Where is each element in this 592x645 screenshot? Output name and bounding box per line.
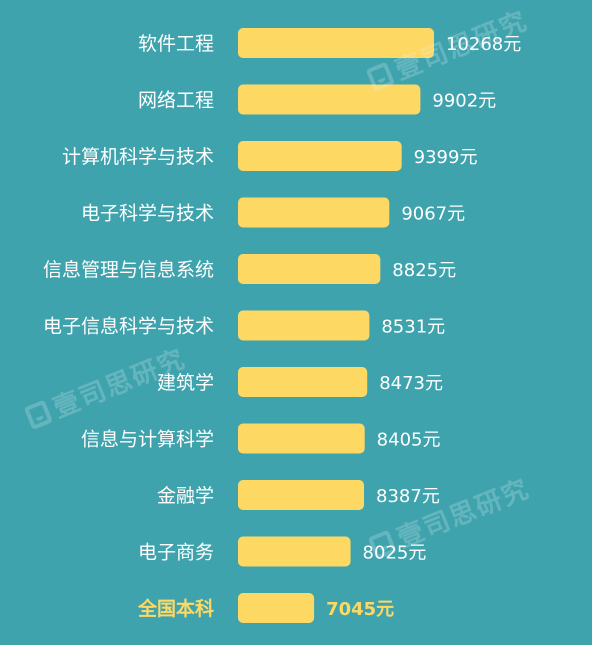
bar-10 [238, 593, 315, 623]
category-label-7: 信息与计算科学 [81, 429, 214, 451]
bar-5 [238, 310, 370, 341]
category-label-5: 电子信息科学与技术 [43, 316, 214, 338]
value-label-0: 10268元 [446, 34, 521, 55]
value-label-2: 9399元 [414, 147, 478, 168]
bar-6 [238, 367, 368, 397]
bar-3 [238, 197, 390, 228]
bar-9 [238, 536, 351, 567]
category-label-1: 网络工程 [138, 90, 214, 112]
value-label-9: 8025元 [363, 543, 427, 564]
value-label-10: 7045元 [326, 599, 394, 620]
bar-1 [238, 84, 421, 115]
category-label-6: 建筑学 [157, 372, 214, 394]
value-label-8: 8387元 [376, 486, 440, 507]
value-label-3: 9067元 [401, 204, 465, 225]
value-label-4: 8825元 [392, 260, 456, 281]
category-label-2: 计算机科学与技术 [62, 146, 214, 168]
bar-2 [238, 141, 402, 171]
value-label-6: 8473元 [379, 373, 443, 394]
bar-4 [238, 254, 381, 284]
category-label-9: 电子商务 [138, 542, 214, 564]
category-label-10: 全国本科 [137, 597, 214, 620]
category-label-8: 金融学 [157, 485, 214, 507]
category-label-3: 电子科学与技术 [81, 203, 214, 225]
value-label-7: 8405元 [377, 430, 441, 451]
bar-0 [238, 28, 434, 58]
bar-7 [238, 423, 365, 454]
category-label-4: 信息管理与信息系统 [43, 259, 214, 281]
value-label-1: 9902元 [432, 91, 496, 112]
bar-8 [238, 480, 365, 510]
value-label-5: 8531元 [381, 317, 445, 338]
category-label-0: 软件工程 [138, 33, 214, 55]
